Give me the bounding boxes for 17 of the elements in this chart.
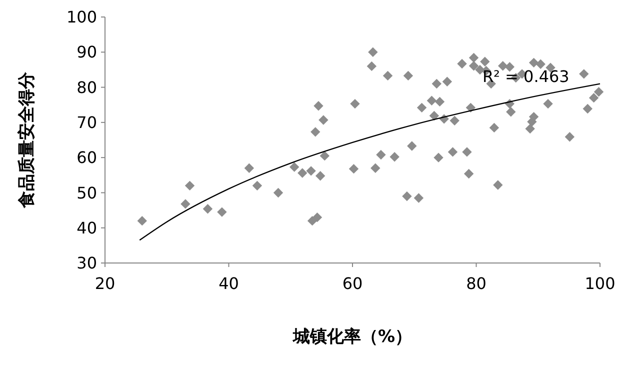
y-tick-label: 100 xyxy=(66,8,97,27)
y-tick-label: 90 xyxy=(76,42,97,62)
line-series xyxy=(139,83,601,241)
x-tick-label: 100 xyxy=(584,274,616,293)
y-tick-label: 40 xyxy=(76,218,97,238)
y-axis-title: 食品质量安全得分 xyxy=(17,71,37,209)
y-tick-label: 50 xyxy=(76,183,97,202)
y-tick-label: 60 xyxy=(76,148,97,168)
x-tick-label: 40 xyxy=(218,274,239,293)
y-tick-label: 80 xyxy=(76,78,97,97)
x-axis-title: 城镇化率（%） xyxy=(292,327,412,347)
x-tick-label: 60 xyxy=(342,274,363,293)
y-tick-label: 30 xyxy=(76,254,97,273)
annotation: R² = 0.463 xyxy=(482,67,570,86)
x-tick-label: 20 xyxy=(94,274,116,293)
y-tick-label: 70 xyxy=(76,113,97,132)
x-tick-label: 80 xyxy=(466,274,486,293)
